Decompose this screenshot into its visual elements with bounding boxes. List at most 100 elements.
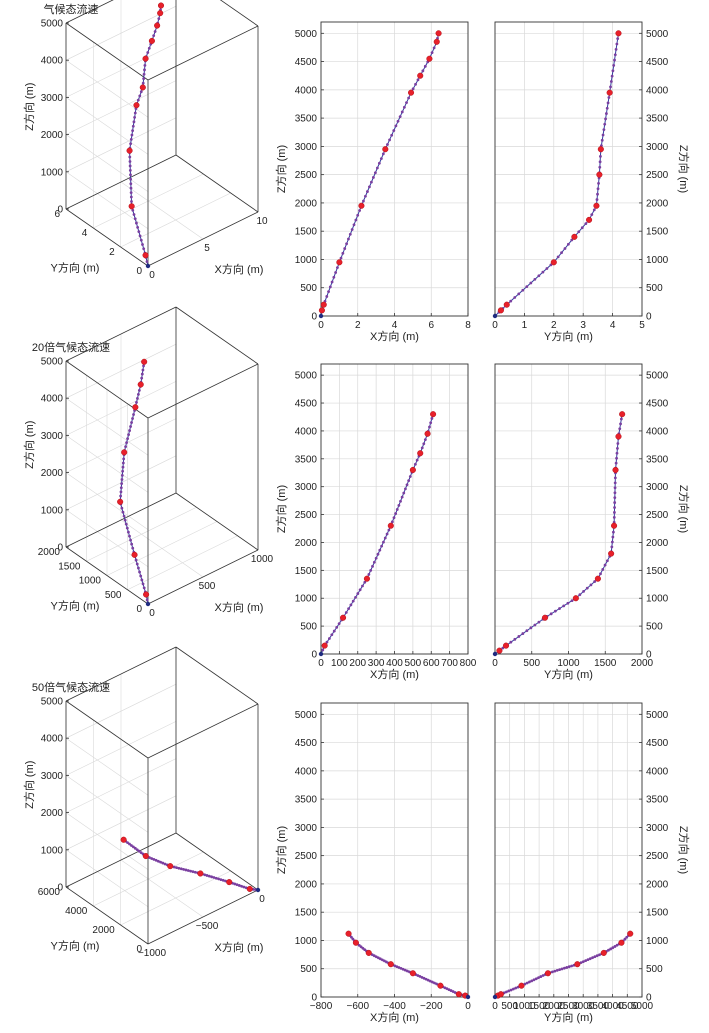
data-point	[424, 430, 431, 437]
box-edge	[65, 492, 177, 548]
series-small-point	[556, 255, 560, 259]
grid-line-z	[65, 812, 149, 870]
x-tick-label: 0	[492, 1001, 498, 1012]
series-small-point	[161, 861, 165, 865]
x-axis-label: X方向 (m)	[370, 667, 419, 681]
series-small-point	[397, 966, 401, 969]
series-small-point	[354, 595, 357, 599]
series-small-point	[390, 520, 394, 524]
y-tick-label: 4500	[646, 57, 669, 68]
series-small-point	[145, 598, 149, 602]
series-small-point	[128, 155, 132, 159]
data-point	[574, 961, 581, 968]
x-axis-label: X方向 (m)	[215, 262, 264, 276]
y-tick-label: 3500	[646, 795, 669, 806]
series-small-point	[348, 232, 352, 236]
y-tick-label: 3000	[646, 482, 669, 493]
y-tick-label: 1000	[646, 936, 669, 947]
data-point	[352, 939, 359, 946]
y-tick-label: 4500	[646, 399, 669, 410]
series-small-point	[128, 842, 131, 846]
series-small-point	[136, 397, 139, 400]
data-point	[612, 466, 619, 474]
data-point	[618, 939, 625, 946]
series-small-point	[619, 422, 622, 426]
series-small-point	[152, 34, 156, 38]
grid-line-z	[65, 775, 149, 833]
series-small-point	[184, 868, 188, 872]
y-tick-label: 5000	[646, 29, 669, 40]
series-small-point	[599, 155, 602, 158]
y-tick-label: 1500	[646, 566, 669, 577]
x-tick-label: 1000	[557, 658, 580, 669]
series-small-point	[143, 68, 146, 72]
data-point	[131, 551, 138, 558]
x-tick-label: 0	[492, 658, 498, 669]
series-line	[494, 414, 623, 655]
box-edge	[65, 546, 149, 605]
origin-point	[492, 313, 498, 319]
x-tick-label: 3500	[587, 1001, 610, 1012]
series-small-point	[421, 69, 425, 73]
series-small-point	[530, 979, 534, 983]
series-small-point	[154, 858, 158, 862]
series-small-point	[509, 988, 513, 992]
series-small-point	[380, 544, 384, 548]
data-point	[550, 259, 557, 266]
series-small-point	[411, 87, 415, 91]
series-small-point	[392, 129, 396, 132]
series-small-point	[551, 970, 554, 974]
series-small-point	[613, 491, 617, 495]
y-tick-label: 4	[82, 228, 88, 239]
series-small-point	[120, 482, 124, 486]
data-point	[133, 102, 140, 109]
series-small-point	[623, 937, 627, 941]
data-point	[627, 930, 634, 937]
x-tick-label: 4000	[601, 1001, 624, 1012]
y-tick-label: 1000	[79, 576, 102, 587]
series-small-point	[350, 228, 354, 231]
series-small-point	[130, 200, 133, 203]
series-small-point	[541, 270, 545, 274]
y-axis-label: Y方向 (m)	[51, 261, 100, 275]
series-small-point	[616, 442, 620, 445]
y-tick-label: 4500	[295, 399, 318, 410]
series-small-point	[136, 392, 140, 396]
series-small-point	[393, 964, 397, 968]
series-small-point	[129, 191, 133, 195]
z-tick-label: 0	[57, 543, 63, 554]
series-small-point	[205, 874, 209, 877]
data-point	[142, 55, 149, 62]
y-tick-label: 4000	[295, 766, 318, 777]
x-tick-label: 2	[551, 320, 557, 331]
series-small-point	[120, 473, 124, 477]
series-small-point	[126, 530, 130, 534]
series-small-point	[130, 844, 133, 847]
series-small-point	[405, 101, 408, 105]
series-small-point	[601, 568, 605, 571]
y-tick-label: 3000	[295, 482, 318, 493]
data-point	[437, 982, 444, 989]
x-tick-label: −500	[196, 921, 219, 932]
series-small-point	[129, 186, 133, 190]
y-tick-label: 2000	[295, 879, 318, 890]
series-small-point	[423, 438, 427, 442]
y-tick-label: 2500	[295, 851, 318, 862]
z-tick-label: 4000	[41, 734, 64, 745]
y-tick-label: 5000	[295, 29, 318, 40]
series-small-point	[611, 69, 615, 73]
series-small-point	[363, 580, 367, 584]
y-tick-label: 0	[646, 650, 652, 661]
y-tick-label: 1000	[295, 594, 318, 605]
y-tick-label: 2000	[646, 879, 669, 890]
series-small-point	[142, 77, 146, 81]
y-tick-label: 2000	[295, 538, 318, 549]
series-small-point	[125, 526, 129, 530]
series-small-point	[233, 882, 237, 886]
box-edge	[65, 208, 149, 267]
box-edge	[147, 703, 259, 759]
data-point	[154, 22, 161, 29]
series-small-point	[339, 256, 343, 260]
series-small-point	[613, 58, 616, 62]
x-tick-label: 5000	[631, 1001, 654, 1012]
